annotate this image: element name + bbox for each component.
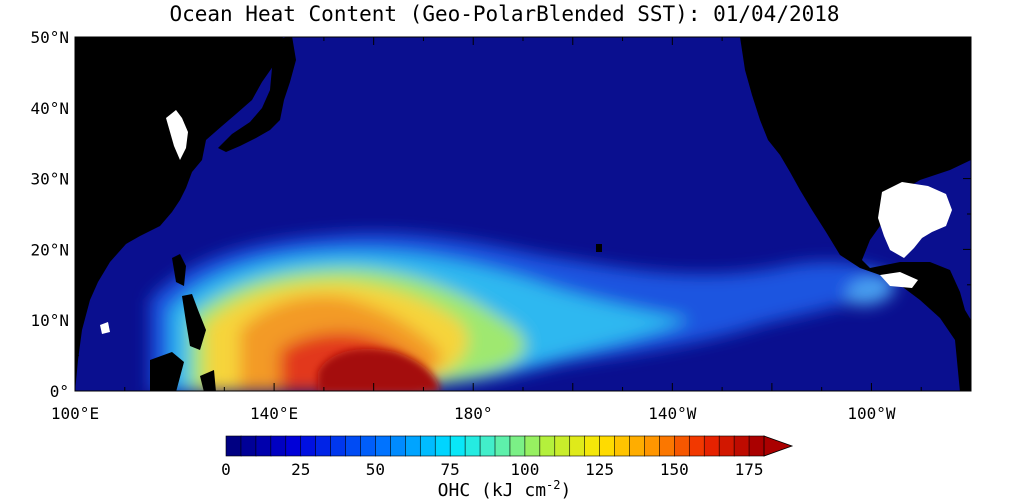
map-title: Ocean Heat Content (Geo-PolarBlended SST… (169, 2, 840, 26)
colorbar-overflow-arrow (763, 435, 794, 457)
lat-label: 50°N (30, 28, 69, 47)
lat-label: 40°N (30, 99, 69, 118)
colorbar-bin (554, 435, 571, 457)
latitude-ticks (75, 36, 971, 392)
colorbar-bin (509, 435, 526, 457)
colorbar-bin (464, 435, 481, 457)
colorbar-title-exponent: -2 (546, 478, 561, 492)
colorbar-title: OHC (kJ cm-2) (0, 478, 1009, 501)
latitude-labels: 50°N 40°N 30°N 20°N 10°N 0° (30, 28, 69, 401)
colorbar-bin (330, 435, 347, 457)
colorbar-bin (629, 435, 646, 457)
colorbar-bin (285, 435, 302, 457)
colorbar-bin (390, 435, 406, 457)
longitude-ticks (74, 37, 972, 391)
colorbar-bin (315, 435, 332, 457)
lat-label: 20°N (30, 240, 69, 259)
colorbar-tick-label: 125 (585, 460, 614, 479)
colorbar-title-close: ) (560, 480, 572, 501)
colorbar-bin (300, 435, 317, 457)
lon-label: 100°E (51, 404, 99, 423)
lat-label: 0° (50, 382, 69, 401)
colorbar-bin (674, 435, 690, 457)
colorbar-bin (405, 435, 421, 457)
lon-label: 100°W (847, 404, 896, 423)
colorbar-tick-label: 150 (660, 460, 689, 479)
colorbar-tick-label: 175 (735, 460, 764, 479)
colorbar-bin (479, 435, 496, 457)
colorbar-bin (494, 435, 511, 457)
colorbar-bin (703, 435, 720, 457)
colorbar-bin (614, 435, 631, 457)
colorbar-tick-label: 50 (366, 460, 385, 479)
colorbar-bin (569, 435, 586, 457)
colorbar-bin (419, 435, 436, 457)
colorbar-bin (255, 435, 272, 457)
lat-label: 30°N (30, 170, 69, 189)
colorbar-bin (375, 435, 391, 457)
lon-label: 180° (454, 404, 493, 423)
colorbar-bin (584, 435, 601, 457)
colorbar-bin (539, 435, 556, 457)
colorbar-bin (718, 435, 735, 457)
colorbar-bin (524, 435, 541, 457)
ohc-peak (318, 349, 440, 391)
colorbar-bin (659, 435, 675, 457)
colorbar-bin (733, 435, 750, 457)
lon-label: 140°E (250, 404, 298, 423)
colorbar-bin (345, 435, 362, 457)
colorbar-bin (360, 435, 377, 457)
colorbar-labels: 0 25 50 75 100 125 150 175 (221, 460, 763, 479)
colorbar-tick-label: 25 (291, 460, 310, 479)
colorbar-bin (270, 435, 287, 457)
colorbar-bin (599, 435, 616, 457)
colorbar-tick-label: 75 (441, 460, 460, 479)
colorbar-bin (748, 435, 765, 457)
colorbar-tick-label: 100 (510, 460, 539, 479)
colorbar-bin (688, 435, 705, 457)
colorbar-bin (240, 435, 257, 457)
plot-area (75, 37, 971, 391)
colorbar-bin (449, 435, 466, 457)
lon-label: 140°W (648, 404, 697, 423)
land (75, 37, 971, 391)
longitude-labels: 100°E 140°E 180° 140°W 100°W (51, 404, 896, 423)
colorbar-title-main: OHC (kJ cm (437, 480, 547, 501)
lat-label: 10°N (30, 311, 69, 330)
colorbar (225, 435, 794, 457)
colorbar-bin (644, 435, 660, 457)
colorbar-tick-label: 0 (221, 460, 231, 479)
colorbar-bin (434, 435, 451, 457)
colorbar-bin (225, 435, 242, 457)
missing-data (100, 110, 952, 334)
